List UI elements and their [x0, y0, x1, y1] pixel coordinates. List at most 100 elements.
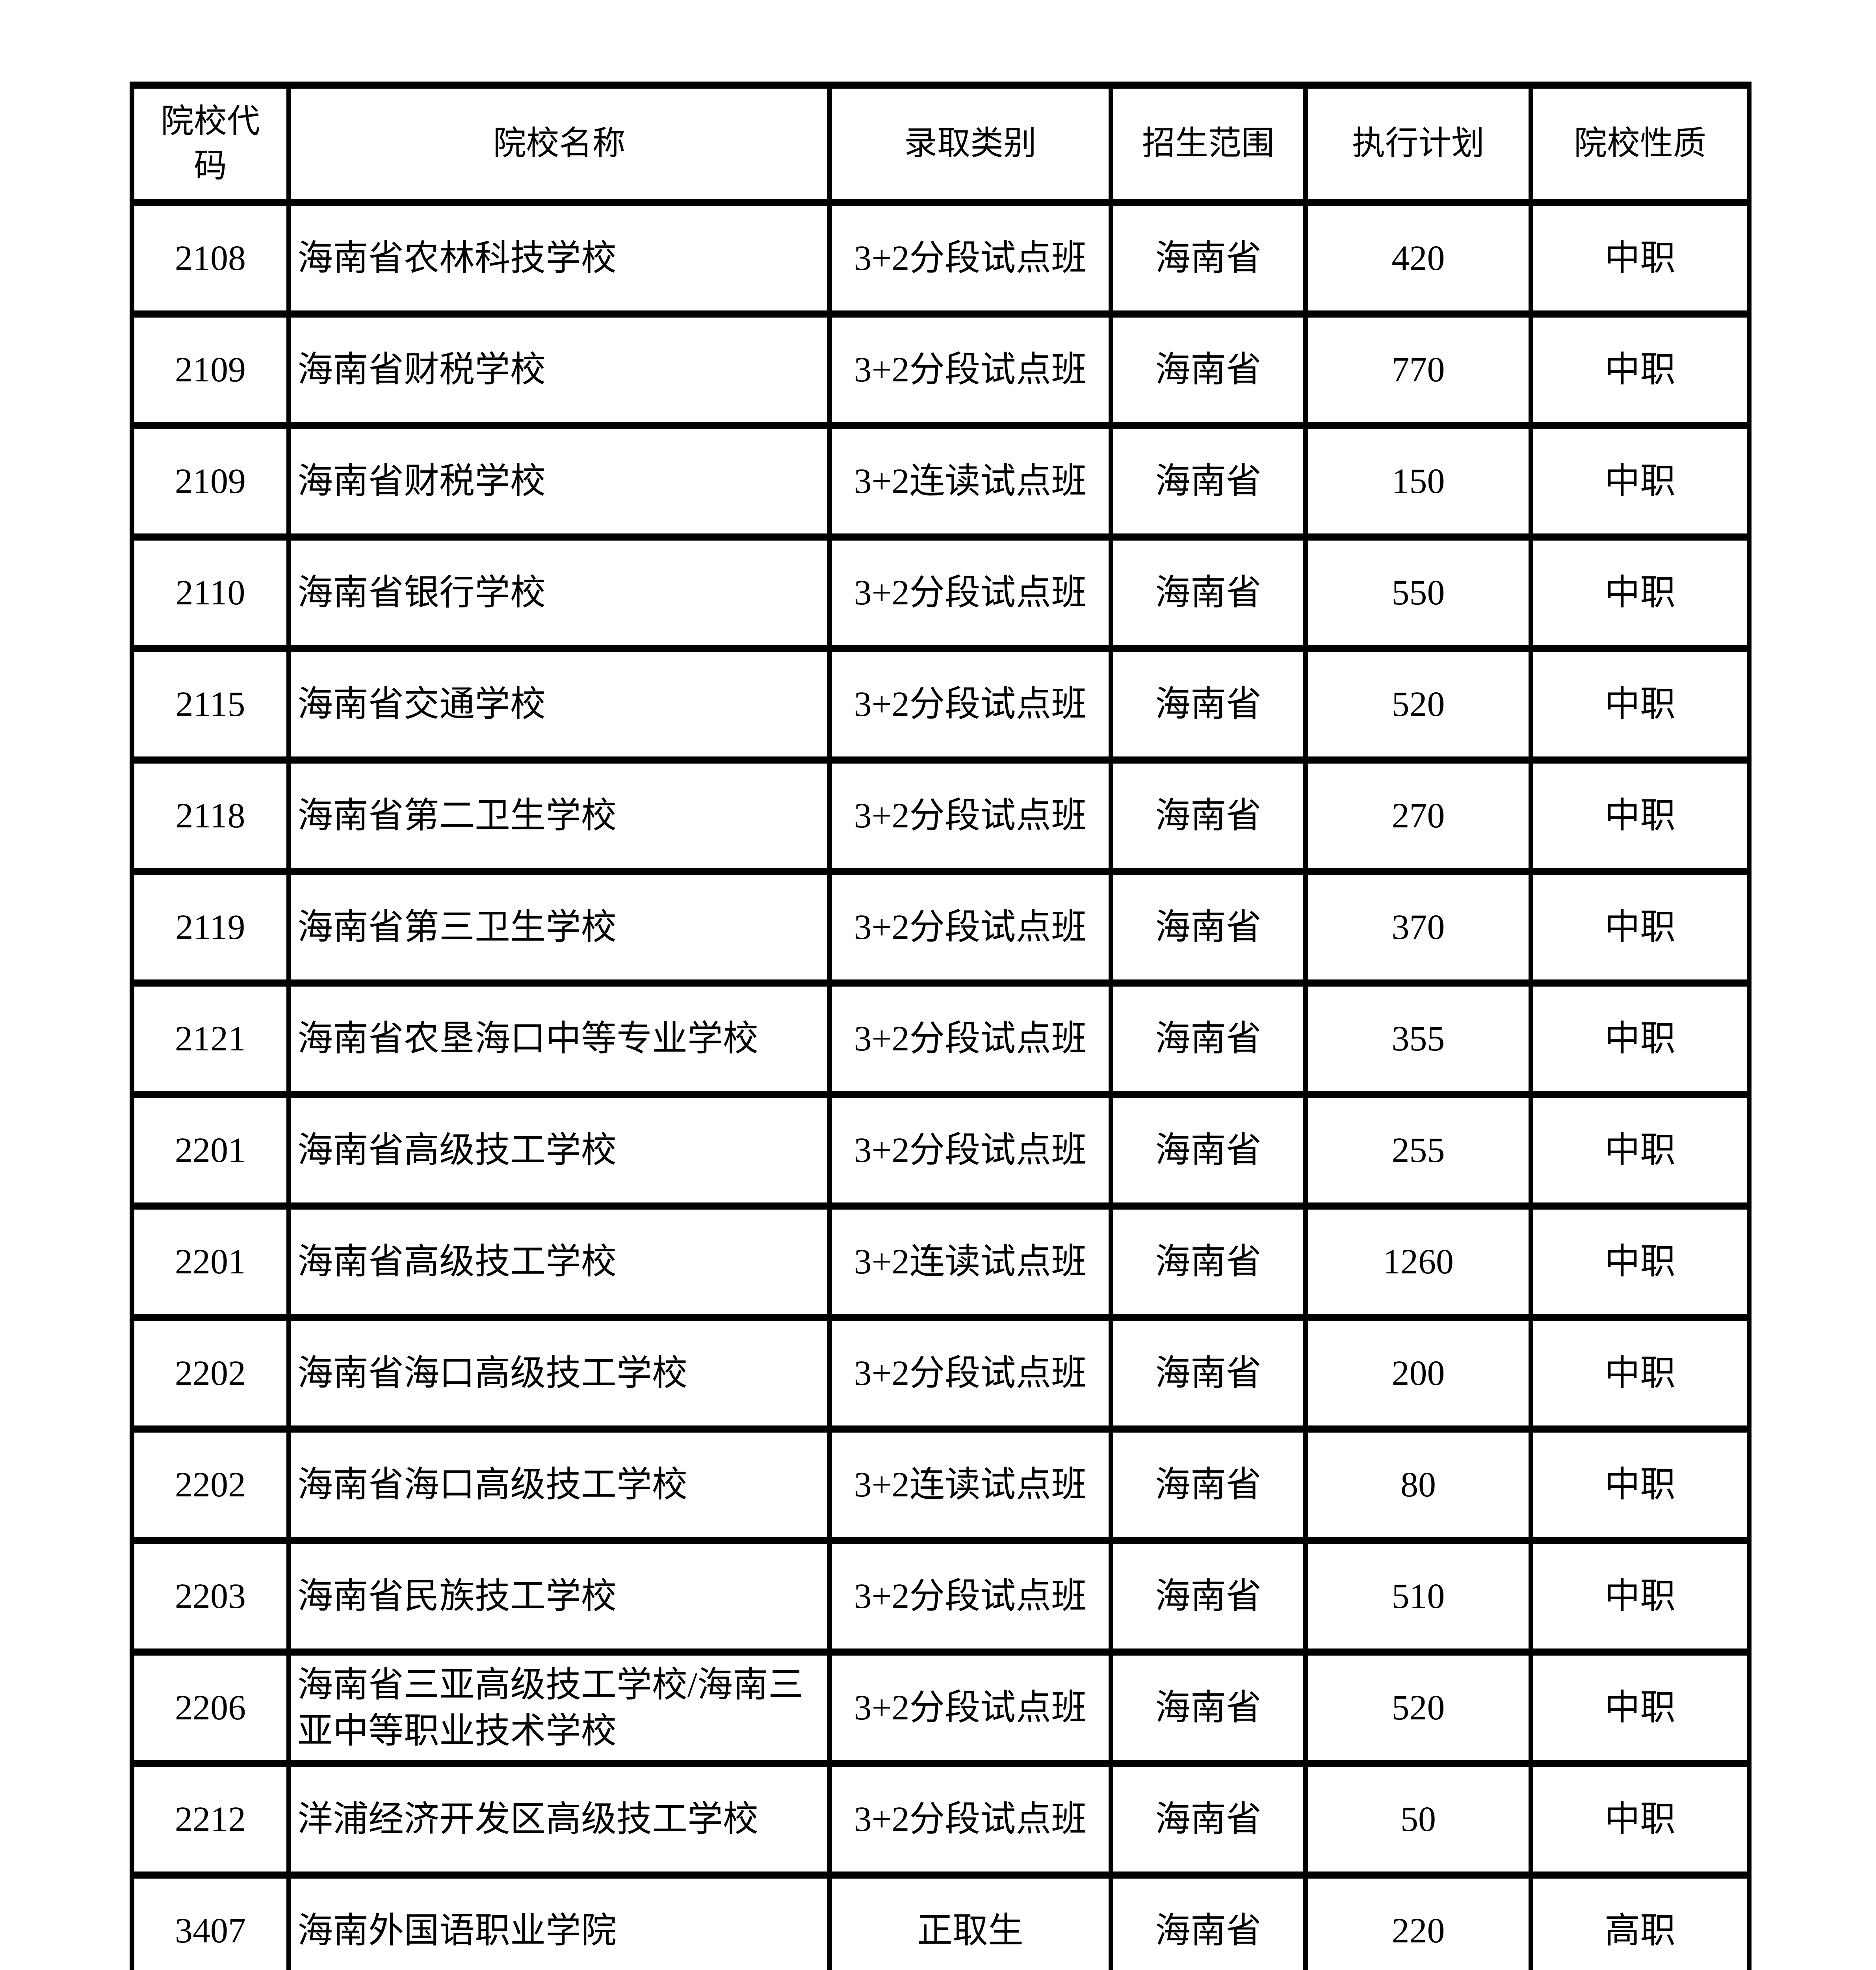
cell-admission-category: 3+2分段试点班: [827, 756, 1113, 875]
cell-admission-category: 3+2分段试点班: [827, 199, 1113, 318]
col-header-school-code: 院校代码: [130, 82, 291, 206]
table-row: 3407 海南外国语职业学院 正取生 海南省 220 高职: [130, 1872, 1752, 1970]
cell-school-code: 3407: [130, 1872, 291, 1970]
cell-plan-count: 150: [1303, 422, 1533, 541]
cell-school-code: 2201: [130, 1091, 291, 1210]
cell-school-type: 中职: [1529, 979, 1752, 1098]
cell-plan-count: 50: [1303, 1760, 1533, 1879]
table-row: 2121 海南省农垦海口中等专业学校 3+2分段试点班 海南省 355 中职: [130, 979, 1752, 1098]
table-row: 2201 海南省高级技工学校 3+2分段试点班 海南省 255 中职: [130, 1091, 1752, 1210]
cell-enrollment-scope: 海南省: [1109, 1648, 1308, 1767]
cell-school-code: 2203: [130, 1537, 291, 1656]
table-header-row: 院校代码 院校名称 录取类别 招生范围 执行计划 院校性质: [130, 82, 1752, 206]
table-row: 2203 海南省民族技工学校 3+2分段试点班 海南省 510 中职: [130, 1537, 1752, 1656]
cell-school-code: 2121: [130, 979, 291, 1098]
cell-school-name: 海南省高级技工学校: [286, 1091, 832, 1210]
cell-enrollment-scope: 海南省: [1109, 1760, 1308, 1879]
cell-school-name: 海南省农林科技学校: [286, 199, 832, 318]
cell-school-type: 中职: [1529, 422, 1752, 541]
cell-school-type: 中职: [1529, 756, 1752, 875]
cell-plan-count: 520: [1303, 1648, 1533, 1767]
cell-enrollment-scope: 海南省: [1109, 199, 1308, 318]
cell-admission-category: 3+2分段试点班: [827, 1537, 1113, 1656]
table-sheet: 院校代码 院校名称 录取类别 招生范围 执行计划 院校性质 2108 海南省农林科…: [130, 82, 1752, 1970]
cell-school-name: 海南省海口高级技工学校: [286, 1314, 832, 1433]
cell-school-code: 2212: [130, 1760, 291, 1879]
col-header-admission-category: 录取类别: [827, 82, 1113, 206]
cell-school-type: 中职: [1529, 199, 1752, 318]
cell-school-name: 海南省民族技工学校: [286, 1537, 832, 1656]
table-row: 2201 海南省高级技工学校 3+2连读试点班 海南省 1260 中职: [130, 1202, 1752, 1321]
cell-enrollment-scope: 海南省: [1109, 979, 1308, 1098]
cell-admission-category: 3+2分段试点班: [827, 979, 1113, 1098]
cell-school-name: 海南省海口高级技工学校: [286, 1425, 832, 1544]
cell-school-code: 2109: [130, 422, 291, 541]
table-row: 2109 海南省财税学校 3+2连读试点班 海南省 150 中职: [130, 422, 1752, 541]
col-header-school-type: 院校性质: [1529, 82, 1752, 206]
cell-plan-count: 770: [1303, 310, 1533, 429]
cell-school-type: 高职: [1529, 1872, 1752, 1970]
cell-admission-category: 正取生: [827, 1872, 1113, 1970]
cell-school-type: 中职: [1529, 1648, 1752, 1767]
cell-school-name: 海南外国语职业学院: [286, 1872, 832, 1970]
table-row: 2119 海南省第三卫生学校 3+2分段试点班 海南省 370 中职: [130, 868, 1752, 987]
cell-admission-category: 3+2分段试点班: [827, 1314, 1113, 1433]
cell-enrollment-scope: 海南省: [1109, 310, 1308, 429]
cell-school-code: 2201: [130, 1202, 291, 1321]
cell-school-type: 中职: [1529, 1537, 1752, 1656]
cell-plan-count: 420: [1303, 199, 1533, 318]
col-header-enrollment-scope: 招生范围: [1109, 82, 1308, 206]
cell-enrollment-scope: 海南省: [1109, 756, 1308, 875]
table-row: 2109 海南省财税学校 3+2分段试点班 海南省 770 中职: [130, 310, 1752, 429]
cell-plan-count: 270: [1303, 756, 1533, 875]
cell-enrollment-scope: 海南省: [1109, 868, 1308, 987]
cell-school-code: 2110: [130, 533, 291, 652]
admission-plan-table: 院校代码 院校名称 录取类别 招生范围 执行计划 院校性质 2108 海南省农林科…: [130, 82, 1752, 1970]
cell-plan-count: 255: [1303, 1091, 1533, 1210]
table-row: 2110 海南省银行学校 3+2分段试点班 海南省 550 中职: [130, 533, 1752, 652]
cell-plan-count: 200: [1303, 1314, 1533, 1433]
cell-school-type: 中职: [1529, 533, 1752, 652]
cell-plan-count: 370: [1303, 868, 1533, 987]
cell-school-name: 海南省财税学校: [286, 422, 832, 541]
cell-school-code: 2202: [130, 1425, 291, 1544]
cell-school-code: 2115: [130, 645, 291, 764]
cell-enrollment-scope: 海南省: [1109, 1872, 1308, 1970]
cell-school-code: 2118: [130, 756, 291, 875]
table-row: 2118 海南省第二卫生学校 3+2分段试点班 海南省 270 中职: [130, 756, 1752, 875]
cell-school-type: 中职: [1529, 310, 1752, 429]
cell-school-type: 中职: [1529, 645, 1752, 764]
cell-enrollment-scope: 海南省: [1109, 1091, 1308, 1210]
cell-enrollment-scope: 海南省: [1109, 533, 1308, 652]
cell-plan-count: 510: [1303, 1537, 1533, 1656]
cell-admission-category: 3+2分段试点班: [827, 1091, 1113, 1210]
cell-school-name: 海南省第三卫生学校: [286, 868, 832, 987]
cell-school-code: 2119: [130, 868, 291, 987]
cell-admission-category: 3+2连读试点班: [827, 422, 1113, 541]
cell-school-type: 中职: [1529, 1760, 1752, 1879]
cell-admission-category: 3+2分段试点班: [827, 533, 1113, 652]
table-body: 2108 海南省农林科技学校 3+2分段试点班 海南省 420 中职 2109 海南省财税学校…: [130, 199, 1752, 1970]
cell-admission-category: 3+2分段试点班: [827, 868, 1113, 987]
table-row: 2212 洋浦经济开发区高级技工学校 3+2分段试点班 海南省 50 中职: [130, 1760, 1752, 1879]
cell-admission-category: 3+2分段试点班: [827, 1760, 1113, 1879]
table-row: 2206 海南省三亚高级技工学校/海南三亚中等职业技术学校 3+2分段试点班 海南省 5…: [130, 1648, 1752, 1767]
cell-school-name: 海南省高级技工学校: [286, 1202, 832, 1321]
cell-admission-category: 3+2分段试点班: [827, 310, 1113, 429]
cell-school-code: 2109: [130, 310, 291, 429]
cell-school-type: 中职: [1529, 868, 1752, 987]
cell-school-type: 中职: [1529, 1314, 1752, 1433]
cell-admission-category: 3+2连读试点班: [827, 1202, 1113, 1321]
col-header-plan-count: 执行计划: [1303, 82, 1533, 206]
table-row: 2108 海南省农林科技学校 3+2分段试点班 海南省 420 中职: [130, 199, 1752, 318]
cell-enrollment-scope: 海南省: [1109, 422, 1308, 541]
cell-admission-category: 3+2连读试点班: [827, 1425, 1113, 1544]
cell-enrollment-scope: 海南省: [1109, 1202, 1308, 1321]
cell-admission-category: 3+2分段试点班: [827, 645, 1113, 764]
cell-school-type: 中职: [1529, 1091, 1752, 1210]
cell-school-name: 海南省第二卫生学校: [286, 756, 832, 875]
cell-admission-category: 3+2分段试点班: [827, 1648, 1113, 1767]
cell-school-code: 2108: [130, 199, 291, 318]
cell-school-type: 中职: [1529, 1202, 1752, 1321]
